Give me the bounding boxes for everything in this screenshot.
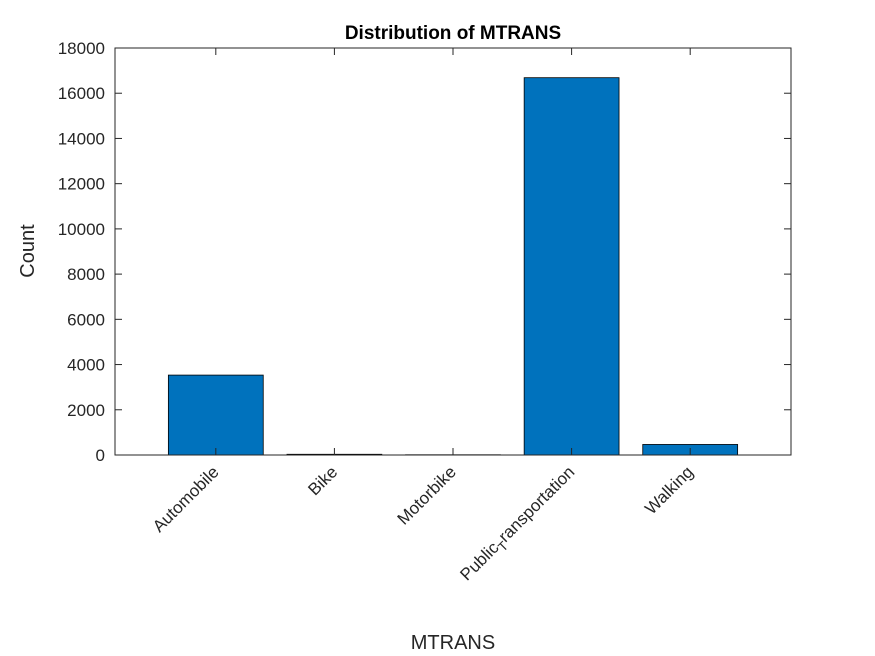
x-tick-label: Bike	[304, 462, 341, 499]
y-tick-label: 4000	[67, 356, 105, 375]
y-tick-label: 6000	[67, 310, 105, 329]
x-tick-label-part: ransportation	[495, 462, 579, 546]
y-axis-ticks: 0 2000 4000 6000 8000 10000 12000 14000 16000 180…	[58, 39, 791, 465]
y-tick-label: 18000	[58, 39, 105, 58]
y-tick-label: 8000	[67, 265, 105, 284]
x-tick-label: Automobile	[149, 462, 223, 536]
y-axis-label: Count	[17, 224, 39, 278]
x-tick-label: Motorbike	[394, 462, 460, 528]
y-tick-label: 2000	[67, 401, 105, 420]
bars-group	[167, 77, 739, 456]
y-tick-label: 10000	[58, 220, 105, 239]
bar-automobile	[167, 374, 264, 456]
x-tick-label: Walking	[641, 462, 697, 518]
y-tick-label: 0	[96, 446, 105, 465]
x-tick-label: PublicTransportation	[456, 462, 581, 587]
chart-title: Distribution of MTRANS	[345, 23, 561, 44]
y-tick-label: 16000	[58, 84, 105, 103]
bar-public-transportation	[523, 77, 620, 456]
y-tick-label: 12000	[58, 175, 105, 194]
y-tick-label: 14000	[58, 129, 105, 148]
x-axis-label: MTRANS	[411, 632, 495, 654]
